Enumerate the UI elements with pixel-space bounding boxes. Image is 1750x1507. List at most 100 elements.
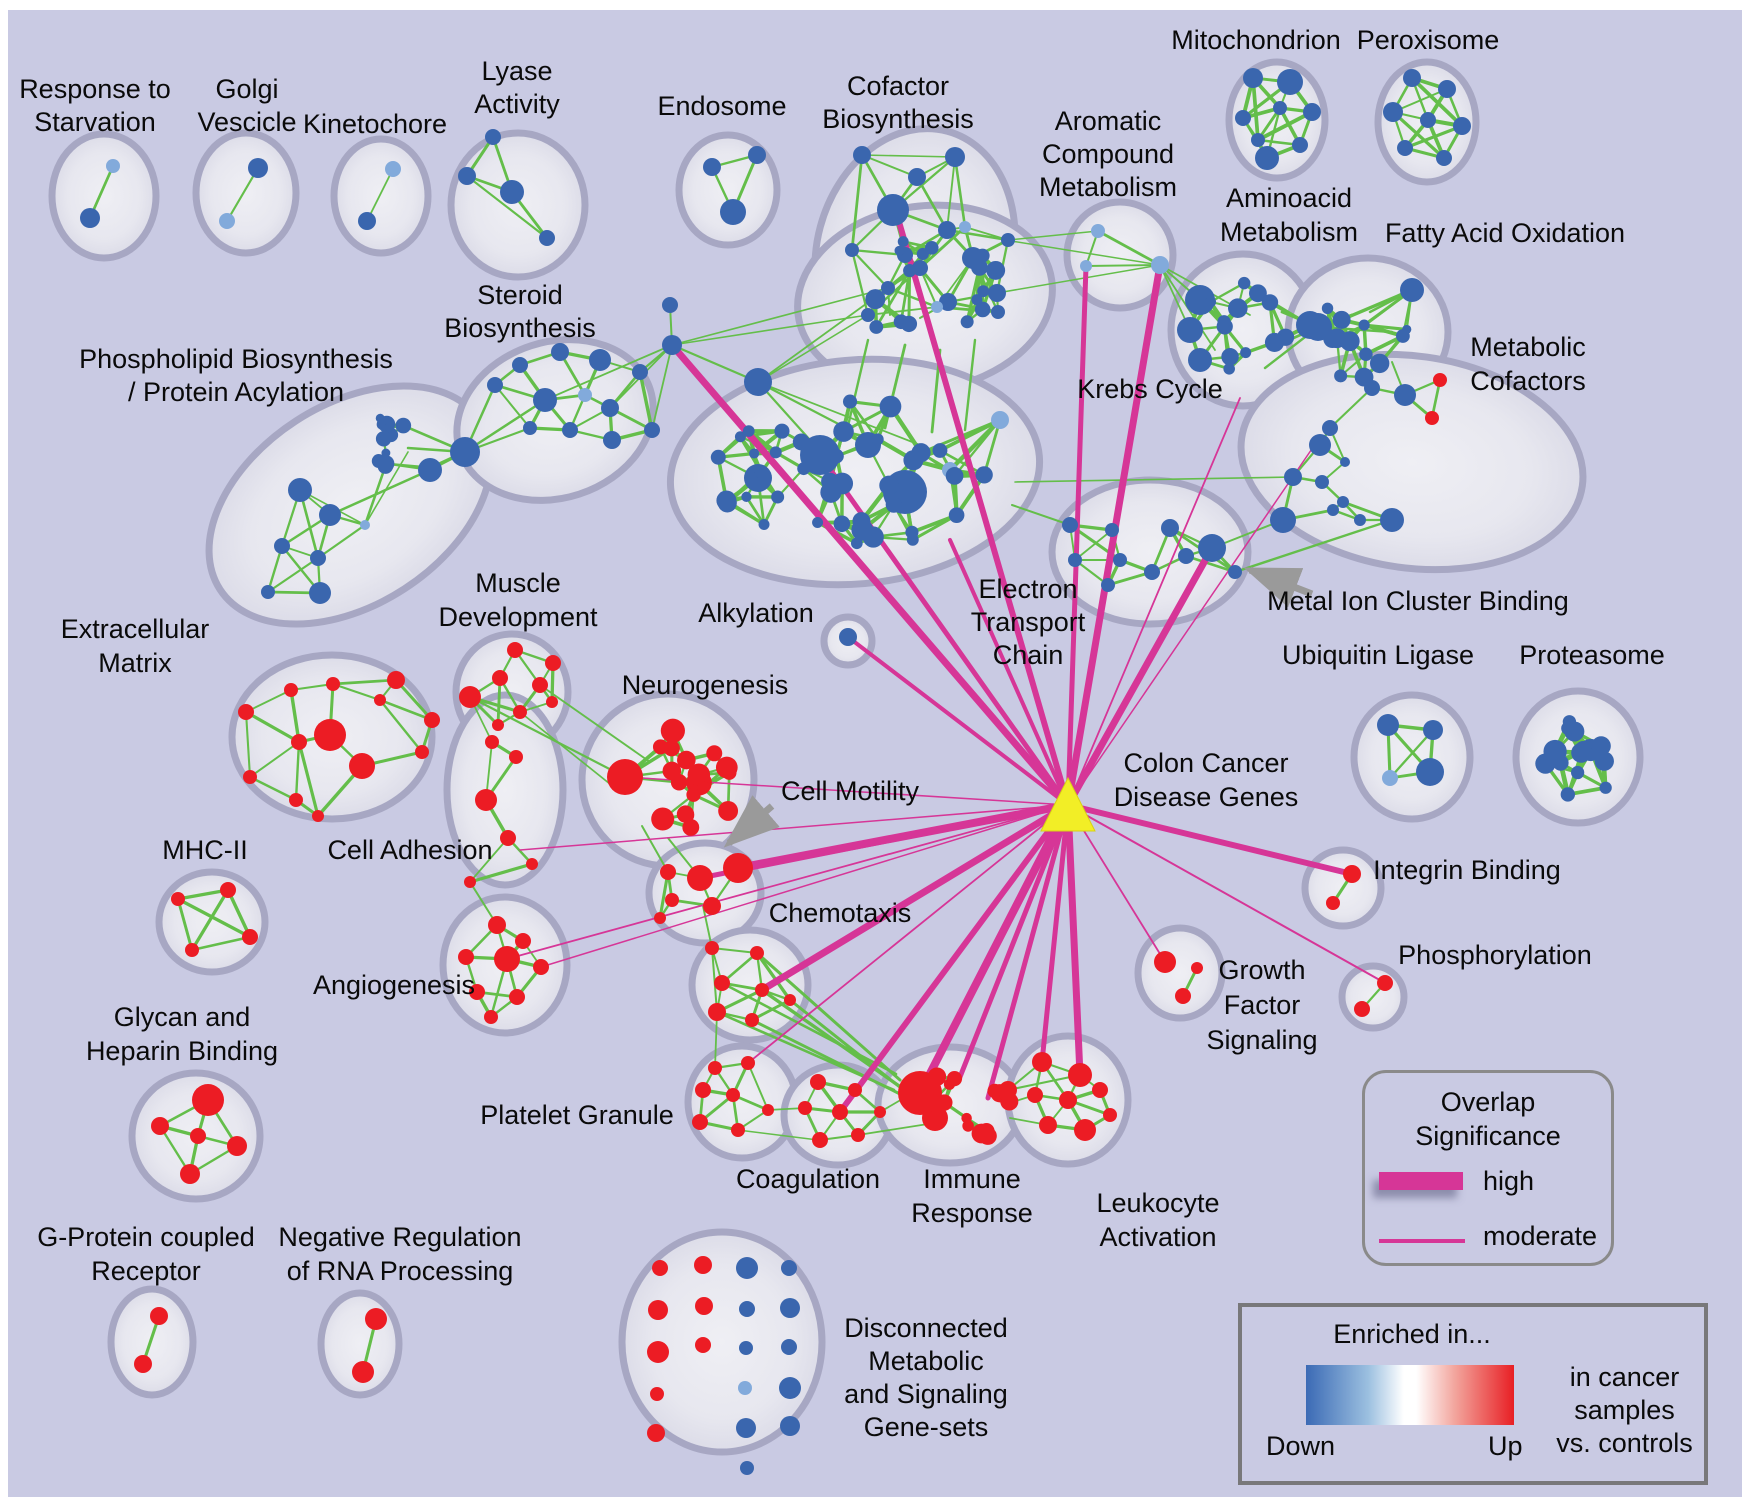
- gene-set-node: [1420, 112, 1436, 128]
- cluster-label-electron-transport-chain: Transport: [971, 607, 1086, 637]
- legend-context-line2: samples: [1574, 1395, 1675, 1425]
- gene-set-node: [810, 1074, 826, 1090]
- gene-set-node: [986, 260, 1006, 280]
- cluster-label-response-to-starvation: Response to: [19, 74, 171, 104]
- gene-set-node: [1273, 101, 1287, 115]
- overlap-edge: [892, 205, 1071, 808]
- gene-set-node: [991, 305, 1005, 319]
- gene-set-node: [494, 946, 520, 972]
- cluster-ellipse-response-to-starvation: [48, 130, 160, 262]
- cluster-label-growth-factor-signaling: Signaling: [1206, 1025, 1317, 1055]
- gene-set-node: [720, 199, 746, 225]
- gene-set-node: [736, 1418, 756, 1438]
- gene-set-node: [946, 1071, 963, 1087]
- gene-set-node: [647, 1424, 665, 1442]
- gene-set-node: [736, 1257, 758, 1279]
- gene-set-node: [1337, 496, 1349, 508]
- gene-set-node: [881, 281, 895, 295]
- overlap-edge: [1067, 397, 1241, 806]
- gene-set-node: [703, 897, 721, 915]
- hub-label: Colon Cancer: [1123, 748, 1288, 778]
- gene-set-node: [1334, 369, 1348, 383]
- network-edge: [1391, 110, 1446, 160]
- gene-set-node: [1261, 294, 1279, 311]
- gene-set-node: [677, 750, 696, 770]
- cluster-label-fatty-acid-oxidation: Fatty Acid Oxidation: [1385, 218, 1625, 248]
- gene-set-node: [1303, 103, 1321, 121]
- network-edge: [1209, 281, 1246, 304]
- gene-set-node: [741, 1056, 755, 1070]
- network-edge: [297, 740, 320, 818]
- network-edge: [702, 905, 713, 949]
- overlap-edge: [1065, 263, 1089, 808]
- overlap-edge: [985, 802, 1071, 1101]
- cluster-label-electron-transport-chain: Electron: [978, 574, 1077, 604]
- gene-set-node: [648, 1300, 668, 1320]
- gene-set-node: [1001, 233, 1015, 247]
- gene-set-node: [714, 975, 730, 991]
- cluster-ellipse-lyase-activity: [447, 129, 589, 281]
- cluster-ellipse-golgi-vescicle: [192, 129, 300, 257]
- gene-set-node: [562, 422, 578, 438]
- network-edge: [1014, 476, 1294, 483]
- network-edge: [331, 678, 398, 686]
- gene-set-node: [1321, 302, 1334, 315]
- cluster-label-ubiquitin-ligase: Ubiquitin Ligase: [1282, 640, 1474, 670]
- gene-set-node: [533, 959, 549, 975]
- gene-set-node: [1068, 1063, 1092, 1087]
- gene-set-node: [1382, 770, 1398, 786]
- cluster-label-glycan-heparin-binding: Glycan and: [114, 1002, 251, 1032]
- gene-set-node: [532, 677, 548, 693]
- gene-set-node: [861, 308, 875, 322]
- network-edge: [874, 269, 911, 329]
- gene-set-node: [349, 753, 375, 779]
- overlap-edge: [506, 804, 1069, 960]
- network-edge: [469, 837, 509, 883]
- gene-set-node: [741, 491, 752, 503]
- gene-set-node: [1161, 519, 1179, 537]
- network-edge: [757, 314, 869, 383]
- cluster-label-aminoacid-metabolism: Aminoacid: [1226, 183, 1352, 213]
- gene-set-node: [839, 628, 857, 646]
- cluster-label-disconnected-gene-sets: Disconnected: [844, 1313, 1008, 1343]
- gene-set-node: [261, 585, 275, 599]
- gene-set-node: [705, 941, 719, 955]
- network-edge: [1096, 229, 1162, 267]
- network-edge: [245, 689, 292, 713]
- network-edge: [670, 343, 760, 384]
- cluster-label-golgi-vescicle: Golgi: [215, 74, 278, 104]
- gene-set-node: [1433, 373, 1447, 387]
- overlap-edges: [506, 205, 1386, 1115]
- gene-set-node: [526, 858, 538, 870]
- gene-set-node: [927, 1067, 947, 1086]
- gene-set-node: [1560, 787, 1575, 802]
- gene-set-node: [1249, 284, 1267, 303]
- gene-set-node: [975, 466, 993, 484]
- cluster-label-extracellular-matrix: Matrix: [98, 648, 172, 678]
- gene-set-node: [458, 949, 474, 965]
- gene-set-node: [738, 1381, 752, 1395]
- cluster-label-endosome: Endosome: [657, 91, 786, 121]
- gene-set-node: [1599, 781, 1612, 794]
- gene-set-node: [874, 1106, 886, 1118]
- gene-set-node: [1397, 140, 1413, 156]
- network-edge: [714, 1011, 718, 1069]
- gene-set-node: [676, 805, 695, 823]
- gene-set-node: [1354, 514, 1366, 526]
- gene-set-node: [710, 449, 726, 465]
- gene-set-node: [988, 284, 1006, 302]
- gene-set-node: [977, 285, 990, 298]
- gene-set-node: [492, 719, 504, 731]
- network-edge: [1339, 288, 1414, 322]
- gene-set-node: [507, 642, 523, 658]
- gene-set-node: [492, 670, 508, 686]
- gene-set-node: [1270, 507, 1296, 533]
- gene-set-node: [185, 943, 199, 957]
- disease-genes-hub-triangle: [1040, 776, 1096, 832]
- cluster-label-aminoacid-metabolism: Metabolism: [1220, 217, 1358, 247]
- gene-set-node: [885, 496, 902, 513]
- gene-set-node: [945, 147, 965, 167]
- gene-set-node: [523, 421, 537, 435]
- gene-set-node: [358, 212, 376, 230]
- overlap-edge: [697, 802, 1071, 881]
